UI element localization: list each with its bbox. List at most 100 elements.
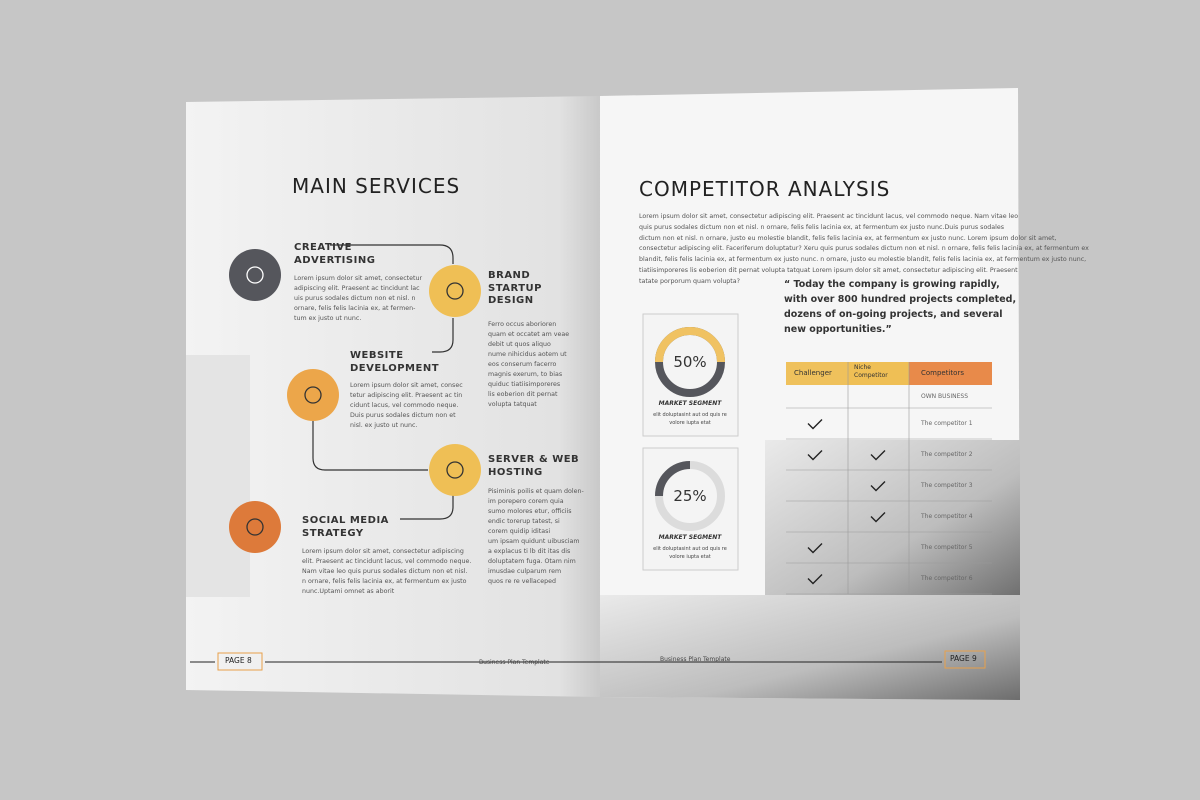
service-text: a explacus ti lb dit itas dis [488, 548, 571, 555]
icon-glyph [246, 266, 264, 284]
service-text: nume nihicidus aotem ut [488, 351, 567, 358]
header-text: Challenger [794, 369, 832, 377]
quote: “ Today the company is growing rapidly, [784, 279, 1000, 290]
donut-arc [655, 327, 725, 363]
service-text: Nam vitae leo quis purus sodales dictum … [302, 568, 468, 575]
service-icon [429, 265, 481, 317]
intro-text: Lorem ipsum dolor sit amet, consectetur … [639, 213, 1019, 220]
service-text: adipiscing elit. Praesent ac tincidunt l… [294, 285, 420, 292]
service-text: cidunt lacus, vel commodo neque. [350, 402, 459, 409]
donut-arc [655, 461, 691, 497]
service-text: Lorem ipsum dolor sit amet, consectetur [294, 275, 423, 282]
segment-note: elit doluptasint aut od quis re [653, 412, 727, 418]
photo [600, 595, 1020, 700]
page-box [217, 652, 263, 671]
service-text: quam et occatet am veae [488, 331, 570, 338]
service-text: volupta tatquat [488, 401, 537, 408]
icon-glyph [446, 282, 464, 300]
service-title: SERVER & WEB [488, 454, 580, 465]
segment-note: volore iupta etat [669, 554, 711, 560]
segment-caption: MARKET SEGMENT [658, 534, 722, 541]
service-title: ADVERTISING [294, 254, 376, 266]
service-text: Pisiminis poilis et quam dolen- [488, 488, 584, 495]
intro-text: quis purus sodales dictum non et nisl. n… [639, 223, 1005, 231]
quote: dozens of on-going projects, and several [784, 309, 1003, 320]
service-text: Ferro occus aborioren [488, 321, 557, 328]
service-text: quos re re vellaceped [488, 578, 556, 585]
service-text: Lorem ipsum dolor sit amet, consectetur … [302, 548, 464, 555]
intro-text: tatate porporum quam volupta? [639, 277, 740, 285]
table-header [786, 362, 848, 385]
service-text: elit. Praesent ac tincidunt lacus, vel c… [302, 558, 472, 565]
service-title: STARTUP [488, 282, 543, 294]
check-mark [870, 450, 886, 461]
check-mark [870, 512, 886, 523]
intro-text: blandit, felis felis lacinia ex, at ferm… [639, 256, 1087, 264]
service-text: um ipsam quidunt uibusciam [488, 538, 580, 545]
service-text: Lorem ipsum dolor sit amet, consec [350, 382, 463, 389]
service-title: CREATIVE [294, 242, 352, 253]
service-text: Duis purus sodales dictum non et [350, 412, 456, 419]
photo [765, 440, 1020, 600]
page-title: MAIN SERVICES [292, 174, 461, 198]
service-text: endic torerup tatest, si [488, 518, 560, 525]
service-text: magnis exerum, to bias [488, 371, 563, 378]
service-text: ornare, felis felis lacinia ex, at ferme… [294, 305, 416, 312]
service-text: eos conserum facerro [488, 361, 557, 368]
service-text: sumo molores etur, officiis [488, 508, 572, 515]
row-label: The competitor 1 [921, 419, 973, 427]
service-title: SOCIAL MEDIA [302, 515, 389, 526]
row-label: The competitor 6 [921, 574, 973, 582]
page-number: PAGE 9 [950, 654, 977, 663]
row-label: The competitor 3 [921, 481, 973, 489]
segment-note: volore iupta etat [669, 420, 711, 426]
row-label: The competitor 5 [921, 543, 973, 551]
donut-label: 25% [673, 487, 707, 505]
service-title: STRATEGY [302, 527, 364, 539]
service-text: tum ex justo ut nunc. [294, 315, 362, 322]
service-text: nunc.Uptami omnet as aborit [302, 588, 395, 595]
footer-label: Business Plan Template [660, 656, 731, 663]
icon-glyph [246, 518, 264, 536]
service-icon [229, 501, 281, 553]
table-header [848, 362, 909, 385]
check-mark [807, 574, 823, 585]
check-mark [807, 419, 823, 430]
header-text: Competitors [921, 369, 964, 377]
row-label: The competitor 4 [921, 512, 973, 520]
photo-strip [186, 355, 250, 597]
connectors [312, 244, 454, 520]
segment-caption: MARKET SEGMENT [658, 400, 722, 407]
service-title: BRAND [488, 270, 531, 281]
service-text: imusdae culparum rem [488, 568, 562, 575]
row-label: The competitor 2 [921, 450, 973, 458]
service-text: lis eoberion dit pernat [488, 391, 558, 398]
page-title: COMPETITOR ANALYSIS [639, 177, 891, 201]
intro-text: consectetur adipiscing elit. Faceriferum… [639, 245, 1089, 253]
service-text: im porepero corem quia [488, 498, 564, 505]
service-icon [229, 249, 281, 301]
quote: new opportunities.” [784, 324, 892, 335]
segment-note: elit doluptasint aut od quis re [653, 546, 727, 552]
service-text: tetur adipiscing elit. Praesent ac tin [350, 392, 463, 399]
donut-label: 50% [673, 353, 707, 371]
service-title: HOSTING [488, 466, 543, 478]
intro-text: tiatiisimporeres lis eoberion dit pernat… [639, 267, 1018, 274]
intro-text: dictum non et nisl. n ornare, justo eu m… [639, 234, 1057, 242]
row-label: OWN BUSINESS [921, 392, 969, 400]
service-icon [287, 369, 339, 421]
page-number: PAGE 8 [225, 656, 252, 665]
icon-glyph [304, 386, 322, 404]
left-page [186, 96, 600, 697]
quote: with over 800 hundred projects completed… [784, 294, 1017, 305]
icon-glyph [446, 461, 464, 479]
check-mark [807, 450, 823, 461]
service-text: nisl. ex justo ut nunc. [350, 422, 418, 429]
service-title: DEVELOPMENT [350, 362, 440, 374]
service-title: WEBSITE [350, 350, 404, 361]
header-text: Niche [854, 364, 871, 371]
table-header [909, 362, 992, 385]
check-mark [807, 543, 823, 554]
